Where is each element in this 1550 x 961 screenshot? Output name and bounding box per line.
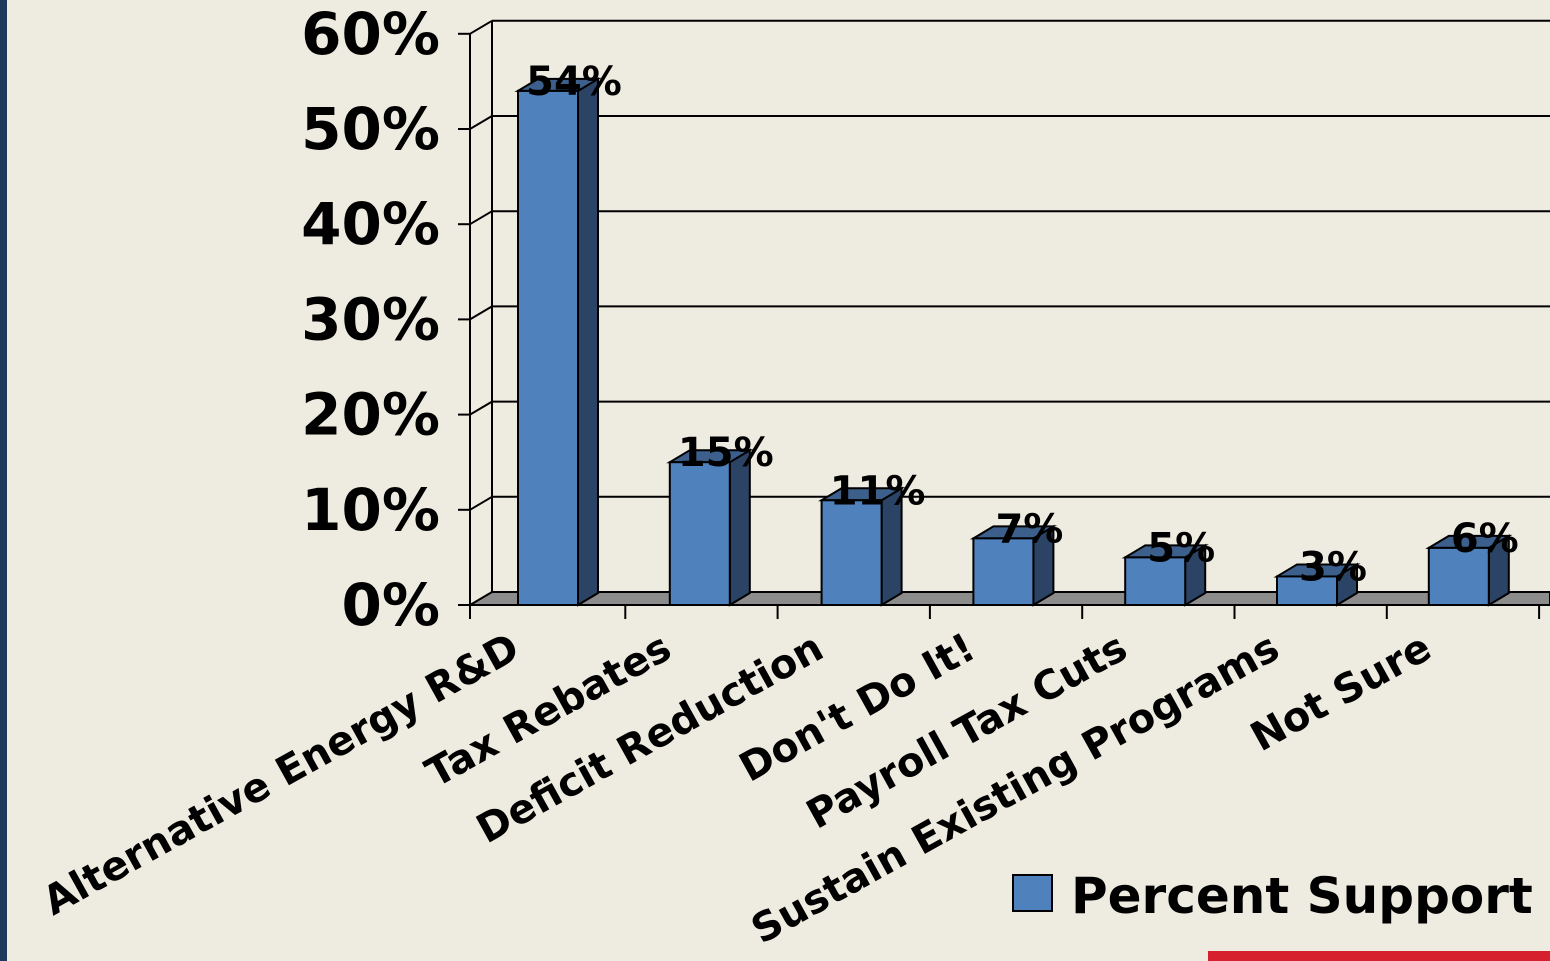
gridlines bbox=[469, 19, 1550, 511]
slide-left-edge bbox=[0, 0, 7, 961]
data-label: 7% bbox=[995, 506, 1063, 552]
bar bbox=[1121, 543, 1209, 607]
y-tick-label: 20% bbox=[301, 381, 440, 449]
bar-front bbox=[972, 537, 1035, 606]
legend-swatch bbox=[1012, 874, 1053, 912]
bar-front bbox=[1124, 556, 1187, 607]
data-label: 5% bbox=[1147, 525, 1215, 571]
bar-front bbox=[517, 89, 579, 607]
y-tick-label: 60% bbox=[301, 0, 440, 68]
bar-front bbox=[1276, 575, 1338, 607]
data-label: 6% bbox=[1451, 516, 1519, 562]
bar bbox=[1425, 534, 1513, 607]
data-labels: 54% 15% 11% 7% 5% 3% 6% bbox=[526, 59, 1519, 591]
bar-front bbox=[820, 499, 883, 606]
y-tick-label: 30% bbox=[301, 285, 440, 353]
bar-side bbox=[577, 77, 599, 607]
data-label: 54% bbox=[526, 59, 622, 105]
bar-front bbox=[1427, 546, 1490, 607]
gridline-diagonal bbox=[469, 495, 493, 511]
y-tick-label: 50% bbox=[301, 95, 440, 163]
gridline-diagonal bbox=[469, 305, 493, 321]
data-label: 15% bbox=[678, 430, 774, 476]
legend-label: Percent Support bbox=[1071, 867, 1533, 925]
y-tick-label: 10% bbox=[301, 476, 440, 544]
gridline-diagonal bbox=[469, 115, 493, 130]
y-tick-label: 40% bbox=[301, 190, 440, 258]
bar-front bbox=[668, 461, 731, 607]
bar bbox=[1273, 562, 1361, 607]
bar bbox=[514, 77, 602, 607]
bar bbox=[666, 448, 754, 607]
footer-logo-strip bbox=[1208, 951, 1550, 961]
legend: Percent Support bbox=[1012, 867, 1533, 925]
data-label: 3% bbox=[1299, 544, 1367, 590]
gridline-diagonal bbox=[469, 210, 493, 226]
gridline-diagonal bbox=[469, 19, 493, 35]
bars bbox=[514, 77, 1513, 607]
data-label: 11% bbox=[830, 468, 926, 514]
y-axis: 0% 10% 20% 30% 40% 50% 60% bbox=[301, 0, 1550, 639]
gridline-diagonal bbox=[469, 400, 493, 416]
y-tick-label: 0% bbox=[342, 571, 440, 639]
bar bbox=[969, 524, 1058, 607]
bar bbox=[817, 486, 906, 607]
